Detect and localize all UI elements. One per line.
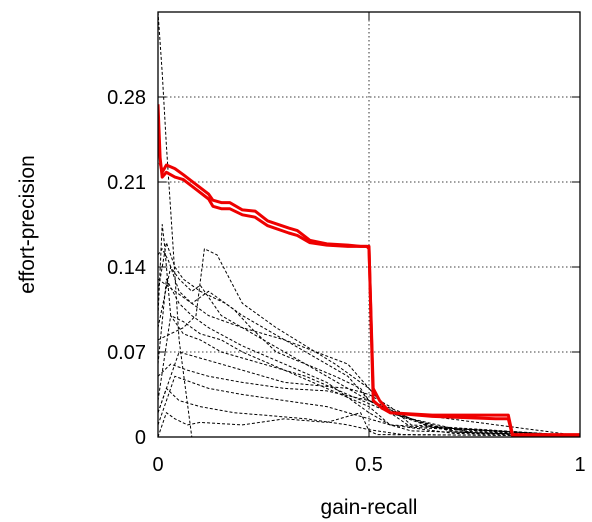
baseline-series-line — [158, 242, 580, 437]
y-tick-label: 0.21 — [107, 172, 146, 194]
baseline-series-line — [158, 12, 193, 437]
series-lines — [158, 12, 580, 437]
y-axis-label: effort-precision — [16, 155, 39, 294]
highlighted-series-line — [158, 162, 580, 437]
baseline-series-line — [158, 375, 580, 437]
baseline-series-line — [158, 278, 580, 437]
baseline-series-line — [158, 315, 580, 437]
x-tick-label: 0.5 — [355, 454, 383, 476]
y-tick-label: 0.07 — [107, 342, 146, 364]
x-tick-label: 0 — [152, 454, 163, 476]
baseline-series-line — [158, 412, 580, 437]
x-tick-label: 1 — [574, 454, 585, 476]
y-tick-label: 0.14 — [107, 257, 146, 279]
baseline-series-line — [158, 266, 580, 437]
y-tick-label: 0 — [135, 427, 146, 449]
axis-ticks: 0 0.5 1 0 0.07 0.14 0.21 0.28 — [107, 12, 586, 476]
baseline-series-line — [158, 387, 580, 437]
grid-lines — [158, 12, 580, 437]
baseline-series-line — [158, 224, 580, 437]
x-axis-label: gain-recall — [321, 496, 418, 519]
y-tick-label: 0.28 — [107, 87, 146, 109]
